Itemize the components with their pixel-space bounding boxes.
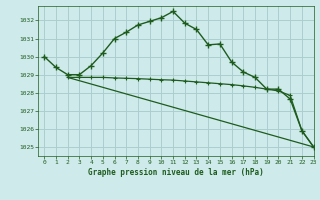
X-axis label: Graphe pression niveau de la mer (hPa): Graphe pression niveau de la mer (hPa) bbox=[88, 168, 264, 177]
